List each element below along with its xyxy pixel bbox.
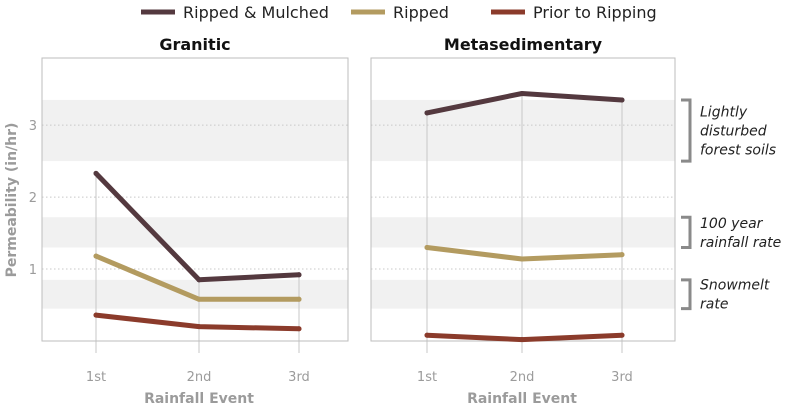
y-axis-title: Permeability (in/hr) [4, 123, 20, 278]
data-point-prior-to-ripping-3 [619, 332, 625, 338]
reference-label-line: forest soils [700, 143, 776, 159]
panel-metasedimentary: Metasedimentary 1st 2nd 3rd Rainfall Event [370, 35, 676, 407]
reference-band-1 [371, 217, 675, 248]
x-tick-label-3rd: 3rd [611, 370, 633, 385]
data-point-ripped-2 [519, 256, 525, 262]
x-tick-label-1st: 1st [86, 370, 106, 385]
reference-label-0: Lightly disturbed forest soils [700, 105, 776, 159]
reference-label-2: Snowmelt rate [700, 278, 770, 313]
data-point-ripped-1 [93, 253, 99, 259]
legend: Ripped & Mulched Ripped Prior to Ripping [141, 3, 657, 22]
reference-band-2 [371, 279, 675, 309]
reference-label-line: 100 year [700, 216, 764, 232]
reference-label-line: rate [700, 297, 728, 313]
series-line-prior-to-ripping [424, 332, 625, 343]
reference-annotations: Lightly disturbed forest soils 100 year rain… [681, 98, 781, 313]
data-point-ripped-mulched-1 [93, 170, 99, 176]
data-point-prior-to-ripping-2 [196, 324, 202, 330]
reference-label-line: disturbed [700, 124, 767, 140]
y-tick-label-3: 3 [29, 119, 37, 134]
panel-title: Granitic [159, 35, 230, 54]
data-point-ripped-3 [619, 252, 625, 258]
reference-band-1 [42, 217, 348, 248]
legend-label-prior-to-ripping: Prior to Ripping [533, 3, 657, 22]
x-tick-label-2nd: 2nd [187, 370, 212, 385]
reference-label-line: Snowmelt [700, 278, 770, 294]
data-point-prior-to-ripping-1 [424, 332, 430, 338]
plot-frame [41, 57, 349, 342]
data-point-ripped-1 [424, 244, 430, 250]
data-point-prior-to-ripping-3 [296, 326, 302, 332]
x-tick-label-1st: 1st [417, 370, 437, 385]
data-point-ripped-2 [196, 296, 202, 302]
reference-label-line: rainfall rate [700, 235, 781, 251]
x-tick-label-2nd: 2nd [510, 370, 535, 385]
data-point-ripped-mulched-1 [424, 110, 430, 116]
y-axis-title-group: Permeability (in/hr) [4, 123, 20, 278]
legend-label-ripped-mulched: Ripped & Mulched [183, 3, 329, 22]
series-line-ripped [424, 245, 625, 262]
x-tick-label-3rd: 3rd [288, 370, 310, 385]
legend-label-ripped: Ripped [393, 3, 449, 22]
data-point-ripped-3 [296, 296, 302, 302]
y-tick-label-1: 1 [29, 263, 37, 278]
x-axis-title: Rainfall Event [467, 391, 577, 407]
y-tick-label-2: 2 [29, 191, 37, 206]
reference-band-0 [371, 99, 675, 162]
x-axis-title: Rainfall Event [144, 391, 254, 407]
data-point-ripped-mulched-2 [519, 90, 525, 96]
reference-bracket-2 [681, 278, 692, 311]
reference-label-1: 100 year rainfall rate [700, 216, 781, 251]
reference-band-0 [42, 99, 348, 162]
data-point-ripped-mulched-2 [196, 277, 202, 283]
data-point-ripped-mulched-3 [619, 97, 625, 103]
data-point-prior-to-ripping-2 [519, 337, 525, 343]
reference-bracket-1 [681, 215, 692, 249]
reference-band-2 [42, 279, 348, 309]
data-point-prior-to-ripping-1 [93, 312, 99, 318]
panel-title: Metasedimentary [444, 35, 603, 54]
panel-granitic: Granitic 1 2 3 1st 2nd 3rd Rainfall Event [29, 35, 349, 407]
reference-label-line: Lightly [700, 105, 748, 121]
data-point-ripped-mulched-3 [296, 272, 302, 278]
reference-bracket-0 [681, 98, 692, 163]
